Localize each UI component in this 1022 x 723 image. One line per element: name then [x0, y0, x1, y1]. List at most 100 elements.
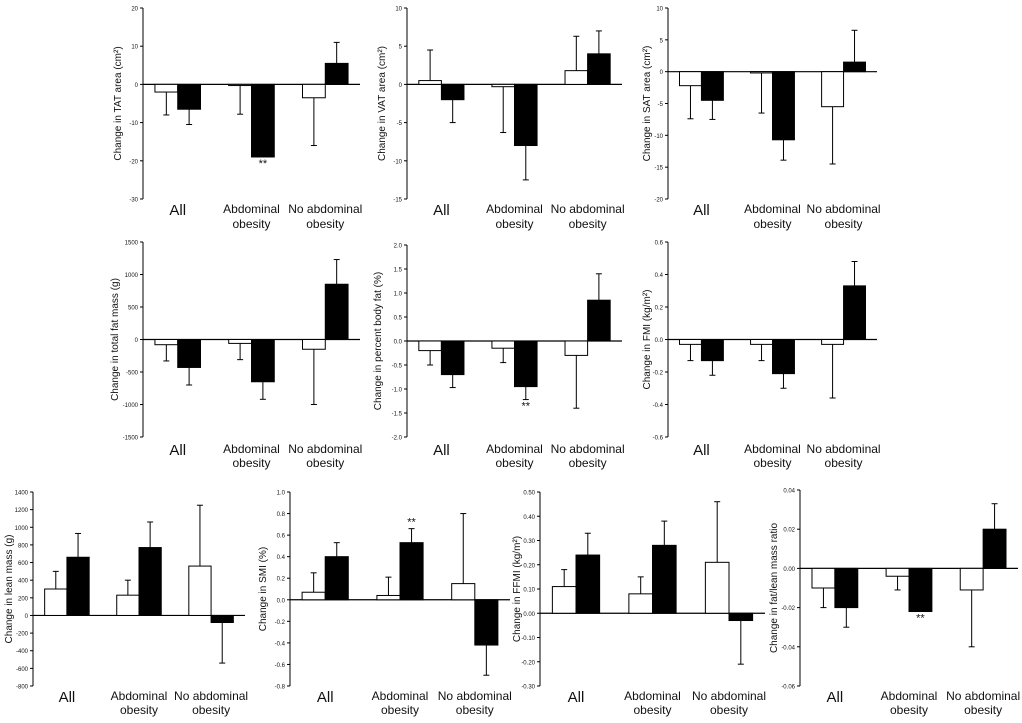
- panel-5-bar-0-1: [440, 340, 465, 376]
- panel-1-category-label-1-line1: Abdominal: [223, 202, 280, 216]
- panel-7-y-tick-label-11: 1400: [15, 491, 29, 497]
- panel-6-y-tick-label-4: 0.2: [655, 306, 664, 312]
- panel-5-y-tick-label-6: 1.0: [394, 292, 403, 298]
- panel-1-bar-1-0: [228, 83, 252, 87]
- panel-7-y-tick-label-7: 600: [18, 561, 29, 567]
- panel-3-bar-2-1: [843, 61, 867, 73]
- panel-5-bar-2-0: [564, 340, 589, 356]
- panel-8-y-tick-label-7: 0.6: [277, 534, 286, 540]
- panel-4-category-label-1-line2: obesity: [232, 456, 270, 470]
- panel-6-category-label-1-line2: obesity: [753, 456, 791, 470]
- panel-3-category-label-2-line2: obesity: [825, 217, 863, 231]
- panel-4-y-tick-label-6: 1500: [125, 241, 139, 247]
- panel-5-y-tick-label-2: -1.0: [392, 388, 403, 394]
- panel-8-bar-0-1: [324, 556, 349, 601]
- panel-7-y-tick-label-4: 0: [25, 614, 29, 620]
- panel-2-category-label-1-line1: Abdominal: [486, 202, 543, 216]
- panel-4-bar-2-0: [301, 339, 326, 350]
- panel-6-bar-0-1: [700, 339, 724, 362]
- panel-5-category-label-0: All: [433, 442, 450, 459]
- panel-4-y-tick-label-2: -500: [126, 371, 139, 377]
- panel-2-y-tick-label-5: 10: [395, 7, 402, 13]
- panel-1-bar-0-1: [177, 83, 202, 110]
- panel-8-category-label-2-line2: obesity: [456, 703, 494, 717]
- panel-2-bar-0-0: [418, 80, 442, 85]
- panel-9-category-label-1-line2: obesity: [633, 703, 671, 717]
- panel-7-y-tick-label-10: 1200: [15, 508, 29, 514]
- panel-6-bar-2-1: [843, 285, 867, 340]
- panel-2-y-tick-label-3: 0: [399, 83, 403, 89]
- panel-2-bar-2-1: [587, 53, 611, 85]
- panel-7-y-tick-label-8: 800: [18, 543, 29, 549]
- panel-6-category-label-2-line2: obesity: [825, 456, 863, 470]
- panel-10-bar-1-1: [908, 567, 933, 613]
- panel-8-y-tick-label-5: 0.2: [277, 577, 286, 583]
- panel-7-bar-0-0: [44, 588, 68, 616]
- panel-7-y-tick-label-3: -200: [16, 632, 29, 638]
- panel-9-bar-2-0: [704, 561, 730, 614]
- panel-10-category-label-1-line1: Abdominal: [881, 689, 938, 703]
- panel-10-category-label-1-line2: obesity: [890, 703, 928, 717]
- panel-9-y-tick-label-2: -0.10: [521, 636, 535, 642]
- panel-3-y-tick-label-2: -10: [654, 134, 663, 140]
- panel-6-bar-1-1: [772, 339, 795, 375]
- panel-4-bar-1-0: [228, 339, 252, 344]
- panel-1-y-tick-label-1: -20: [129, 159, 138, 165]
- panel-9-category-label-1-line1: Abdominal: [624, 689, 681, 703]
- panel-8-bar-1-0: [376, 594, 401, 601]
- panel-10-bar-2-1: [982, 528, 1007, 569]
- panel-8-bar-1-1: [399, 542, 424, 601]
- panel-6-y-tick-label-6: 0.6: [655, 241, 664, 247]
- panel-10-y-tick-label-0: -0.06: [781, 685, 795, 691]
- panel-5-bar-1-0: [491, 340, 515, 349]
- panel-7-y-tick-label-0: -800: [16, 685, 29, 691]
- panel-4-y-tick-label-1: -1000: [123, 403, 139, 409]
- panel-1-y-tick-label-0: -30: [129, 198, 138, 204]
- panel-6-y-tick-label-5: 0.4: [655, 273, 664, 279]
- panel-6-category-label-1-line1: Abdominal: [744, 442, 801, 456]
- panel-3-bar-1-1: [772, 71, 795, 141]
- panel-7-bar-1-0: [116, 594, 140, 616]
- panel-9-y-tick-label-3: 0.00: [523, 612, 535, 618]
- panel-1-y-tick-label-4: 10: [131, 45, 138, 51]
- panel-5-y-tick-label-8: 2.0: [394, 244, 403, 250]
- panel-2-category-label-2-line2: obesity: [569, 217, 607, 231]
- panel-5-y-axis-title: Change in percent body fat (%): [373, 272, 384, 410]
- panel-3-y-axis-title: Change in SAT area (cm²): [642, 46, 653, 162]
- panel-3-y-tick-label-3: -5: [658, 102, 664, 108]
- panel-6-category-label-0: All: [693, 442, 710, 459]
- panel-4-category-label-2-line2: obesity: [306, 456, 344, 470]
- panel-9-bar-0-1: [575, 554, 601, 614]
- panel-1-y-tick-label-5: 20: [131, 7, 138, 13]
- panel-10-y-axis-title: Change in fat/lean mass ratio: [769, 523, 780, 654]
- panel-7-category-label-1-line1: Abdominal: [111, 689, 168, 703]
- panel-9-bar-1-0: [628, 593, 653, 614]
- panel-10-y-tick-label-3: 0.00: [783, 567, 795, 573]
- panel-6-y-tick-label-1: -0.4: [653, 403, 664, 409]
- panel-8-bar-2-1: [474, 599, 499, 646]
- panel-2-category-label-1-line2: obesity: [495, 217, 533, 231]
- panel-3-y-tick-label-6: 10: [656, 7, 663, 13]
- panel-9-category-label-2-line2: obesity: [710, 703, 748, 717]
- panel-4-y-tick-label-0: -1500: [123, 436, 139, 442]
- panel-9-y-axis-title: Change in FFMI (kg/m²): [512, 536, 523, 642]
- panel-7-bar-1-1: [138, 547, 162, 616]
- panel-2-bar-0-1: [440, 83, 465, 101]
- panel-3-y-tick-label-5: 5: [660, 38, 664, 44]
- panel-6-bar-0-0: [678, 339, 702, 345]
- panel-10-significance-0: **: [916, 613, 925, 625]
- panel-7-y-tick-label-6: 400: [18, 579, 29, 585]
- panel-1-bar-2-0: [301, 83, 326, 99]
- panel-9-category-label-2-line1: No abdominal: [692, 689, 766, 703]
- panel-2-y-tick-label-1: -10: [393, 159, 402, 165]
- panel-5-y-tick-label-4: 0.0: [394, 340, 403, 346]
- panel-9-y-tick-label-0: -0.30: [521, 685, 535, 691]
- panel-8-bar-2-0: [451, 583, 476, 601]
- panel-3-bar-0-1: [700, 71, 724, 101]
- panel-10-category-label-0: All: [827, 689, 844, 706]
- panel-8-y-tick-label-1: -0.6: [275, 663, 286, 669]
- panel-3-y-tick-label-4: 0: [660, 70, 664, 76]
- panel-2-category-label-0: All: [433, 202, 450, 219]
- panel-8-significance-0: **: [407, 517, 416, 529]
- panel-5-significance-0: **: [522, 401, 531, 413]
